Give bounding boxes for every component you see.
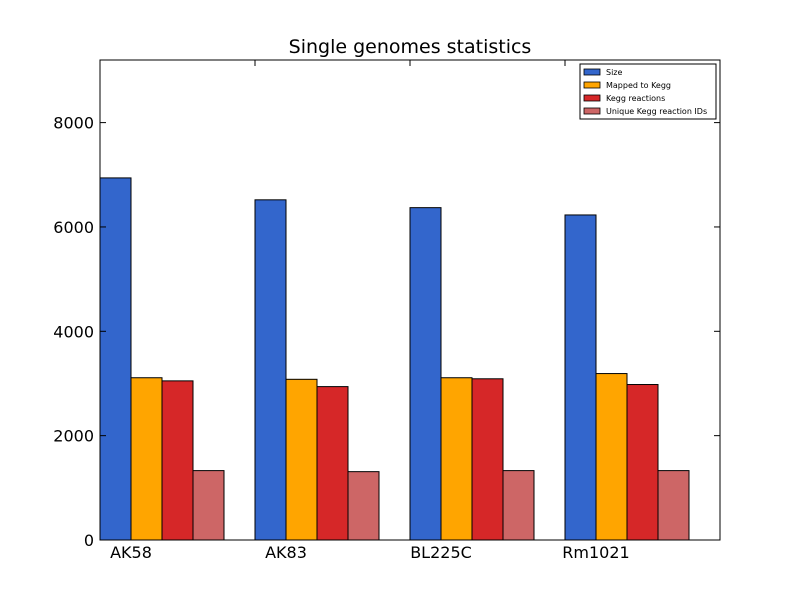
y-axis: 0 2000 4000 6000 8000: [53, 114, 720, 550]
x-tick-label-bl225c: BL225C: [410, 543, 472, 562]
x-axis: AK58 AK83 BL225C Rm1021: [99, 60, 630, 562]
bar-ak83-unique-kegg-reaction-ids: [347, 471, 380, 541]
bar-bl225c-unique-kegg-reaction-ids: [502, 470, 535, 541]
bar-rm1021-size: [564, 214, 597, 541]
legend-box: [579, 63, 717, 120]
x-tick-label-ak83: AK83: [265, 543, 307, 562]
legend-swatch: [583, 94, 601, 102]
bar-ak58-kegg-reactions: [161, 380, 194, 541]
bar-ak83-size: [254, 199, 287, 541]
x-tick-label-ak58: AK58: [110, 543, 152, 562]
bar-ak58-size: [99, 177, 132, 541]
legend-swatch: [583, 81, 601, 89]
bar-ak58-mapped-to-kegg: [130, 377, 163, 541]
legend-label: Mapped to Kegg: [606, 81, 671, 90]
legend-label: Size: [606, 68, 623, 77]
chart-title: Single genomes statistics: [289, 36, 532, 58]
bar-ak58-unique-kegg-reaction-ids: [192, 470, 225, 541]
bar-bl225c-kegg-reactions: [471, 378, 504, 541]
y-tick-label: 8000: [53, 114, 94, 133]
bars-group: [99, 177, 690, 541]
bar-bl225c-size: [409, 207, 442, 541]
x-tick-label-rm1021: Rm1021: [562, 543, 629, 562]
y-tick-label: 0: [84, 531, 94, 550]
legend-label: Kegg reactions: [606, 94, 665, 103]
legend: Size Mapped to Kegg Kegg reactions Unique K…: [579, 63, 717, 120]
y-tick-label: 6000: [53, 218, 94, 237]
bar-ak83-kegg-reactions: [316, 386, 349, 541]
y-tick-label: 4000: [53, 322, 94, 341]
bar-bl225c-mapped-to-kegg: [440, 377, 473, 541]
legend-swatch: [583, 68, 601, 76]
bar-ak83-mapped-to-kegg: [285, 378, 318, 541]
bar-rm1021-kegg-reactions: [626, 384, 659, 541]
bar-rm1021-unique-kegg-reaction-ids: [657, 470, 690, 541]
bar-rm1021-mapped-to-kegg: [595, 373, 628, 541]
y-tick-label: 2000: [53, 427, 94, 446]
legend-swatch: [583, 107, 601, 115]
legend-label: Unique Kegg reaction IDs: [606, 107, 707, 116]
